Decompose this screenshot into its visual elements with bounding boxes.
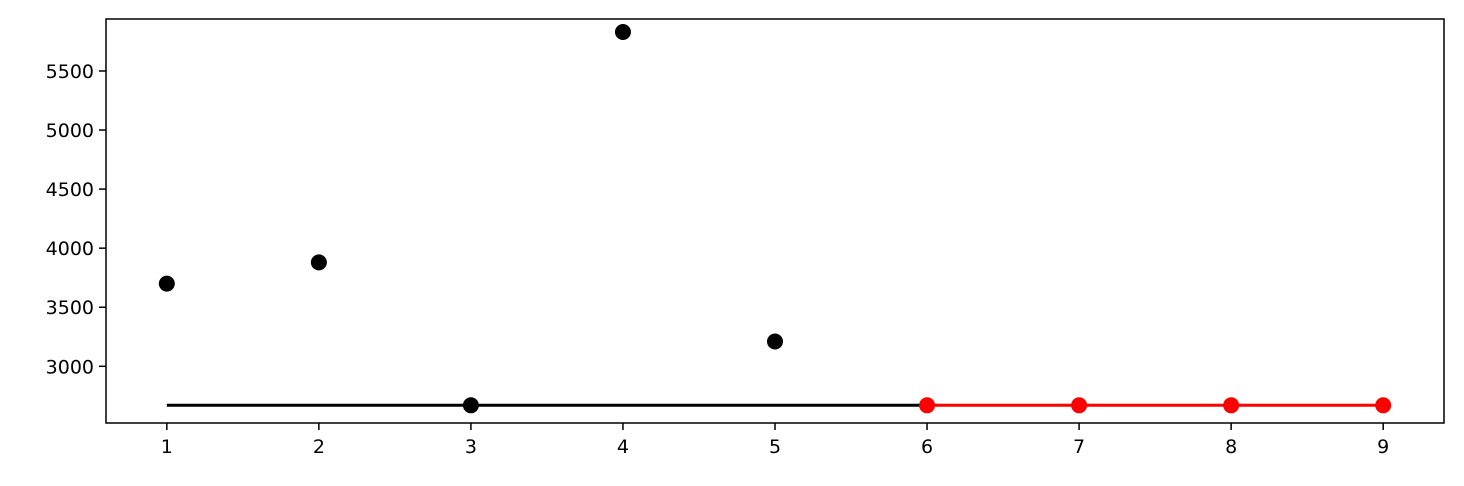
x-axis: 1 2 3 4 5 6 7 8 9 bbox=[161, 423, 1389, 458]
x-tick-label: 6 bbox=[921, 436, 933, 458]
x-tick-label: 2 bbox=[313, 436, 325, 458]
y-tick-label: 5500 bbox=[46, 61, 94, 83]
data-point bbox=[310, 254, 327, 271]
series-layer bbox=[158, 23, 1392, 414]
y-tick-label: 3500 bbox=[46, 297, 94, 319]
data-point bbox=[919, 397, 936, 414]
data-point bbox=[158, 275, 175, 292]
y-axis: 3000 3500 4000 4500 5000 5500 bbox=[46, 61, 106, 378]
x-tick-label: 3 bbox=[465, 436, 477, 458]
data-point bbox=[1375, 397, 1392, 414]
data-point bbox=[1223, 397, 1240, 414]
x-tick-label: 4 bbox=[617, 436, 629, 458]
y-tick-label: 5000 bbox=[46, 120, 94, 142]
y-tick-label: 3000 bbox=[46, 356, 94, 378]
x-tick-label: 7 bbox=[1073, 436, 1085, 458]
series-2 bbox=[919, 397, 1392, 414]
y-tick-label: 4500 bbox=[46, 179, 94, 201]
series-0 bbox=[158, 23, 783, 414]
x-tick-label: 9 bbox=[1377, 436, 1389, 458]
x-tick-label: 1 bbox=[161, 436, 173, 458]
data-point bbox=[1071, 397, 1088, 414]
x-tick-label: 8 bbox=[1225, 436, 1237, 458]
plot-frame bbox=[105, 18, 1445, 424]
y-tick-label: 4000 bbox=[46, 238, 94, 260]
x-tick-label: 5 bbox=[769, 436, 781, 458]
data-point bbox=[614, 23, 631, 40]
data-point bbox=[767, 333, 783, 350]
